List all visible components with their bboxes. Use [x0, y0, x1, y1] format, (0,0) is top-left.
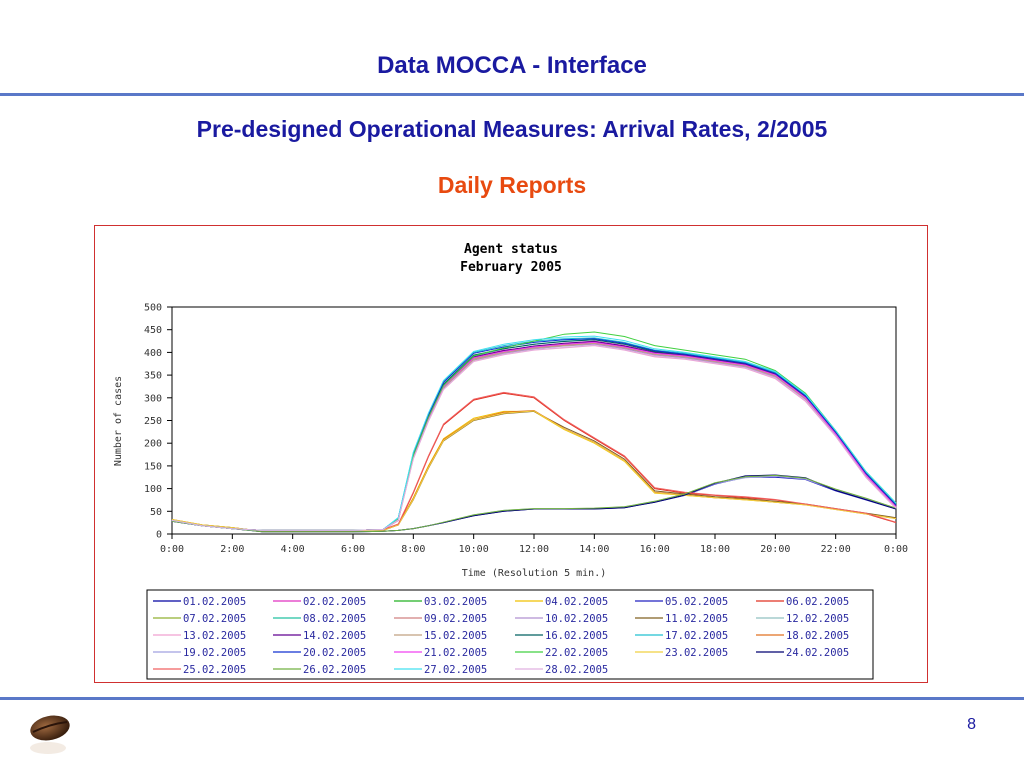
series-line-26.02.2005 [171, 474, 897, 533]
y-tick-label: 50 [150, 507, 162, 518]
legend-label: 26.02.2005 [303, 664, 366, 676]
series-line-22.02.2005 [171, 331, 897, 531]
legend-label: 12.02.2005 [786, 613, 849, 625]
series-line-19.02.2005 [171, 475, 897, 533]
x-tick-label: 0:00 [884, 544, 908, 555]
legend [146, 589, 874, 680]
section-heading: Daily Reports [437, 172, 587, 198]
series-line-25.02.2005 [171, 391, 897, 531]
x-tick-label: 16:00 [640, 544, 670, 555]
legend-label: 14.02.2005 [303, 630, 366, 642]
legend-label: 01.02.2005 [183, 596, 246, 608]
legend-label: 24.02.2005 [786, 647, 849, 659]
legend-label: 18.02.2005 [786, 630, 849, 642]
legend-label: 17.02.2005 [665, 630, 728, 642]
legend-label: 08.02.2005 [303, 613, 366, 625]
series-line-06.02.2005 [171, 392, 897, 531]
agent-status-chart: Agent status February 2005 0 50 100 150 200 2… [113, 242, 908, 680]
x-tick-label: 8:00 [401, 544, 425, 555]
series-line-12.02.2005 [171, 475, 897, 533]
slide-subtitle: Pre-designed Operational Measures: Arriv… [196, 116, 828, 142]
series-lines [171, 331, 897, 533]
chart-frame: Agent status February 2005 0 50 100 150 200 2… [94, 225, 928, 683]
x-tick-label: 12:00 [519, 544, 549, 555]
x-tick-label: 18:00 [700, 544, 730, 555]
series-line-11.02.2005 [171, 410, 897, 532]
x-tick-label: 10:00 [459, 544, 489, 555]
legend-label: 11.02.2005 [665, 613, 728, 625]
series-line-23.02.2005 [171, 410, 897, 532]
legend-label: 28.02.2005 [545, 664, 608, 676]
legend-label: 27.02.2005 [424, 664, 487, 676]
legend-label: 15.02.2005 [424, 630, 487, 642]
legend-label: 23.02.2005 [665, 647, 728, 659]
series-line-28.02.2005 [171, 344, 897, 531]
x-axis-label: Time (Resolution 5 min.) [462, 568, 607, 579]
x-tick-label: 4:00 [281, 544, 305, 555]
y-tick-label: 200 [144, 439, 162, 450]
legend-label: 07.02.2005 [183, 613, 246, 625]
legend-label: 02.02.2005 [303, 596, 366, 608]
x-tick-label: 2:00 [220, 544, 244, 555]
legend-label: 04.02.2005 [545, 596, 608, 608]
legend-label: 06.02.2005 [786, 596, 849, 608]
y-axis: 0 50 100 150 200 250 300 350 400 450 500 [144, 303, 172, 541]
x-tick-label: 22:00 [821, 544, 851, 555]
x-tick-label: 14:00 [579, 544, 609, 555]
legend-label: 16.02.2005 [545, 630, 608, 642]
y-tick-label: 450 [144, 325, 162, 336]
legend-entries: 01.02.2005 02.02.2005 03.02.2005 04.02.2005… [153, 596, 849, 676]
x-tick-label: 0:00 [160, 544, 184, 555]
y-tick-label: 100 [144, 484, 162, 495]
coffee-bean-icon [30, 715, 70, 754]
legend-label: 05.02.2005 [665, 596, 728, 608]
legend-label: 13.02.2005 [183, 630, 246, 642]
legend-label: 03.02.2005 [424, 596, 487, 608]
x-tick-label: 20:00 [760, 544, 790, 555]
series-line-05.02.2005 [171, 476, 897, 533]
chart-subtitle: February 2005 [460, 260, 562, 275]
x-tick-label: 6:00 [341, 544, 365, 555]
slide-title: Data MOCCA - Interface [377, 52, 647, 79]
y-tick-label: 400 [144, 348, 162, 359]
legend-label: 10.02.2005 [545, 613, 608, 625]
y-tick-label: 250 [144, 416, 162, 427]
footer-divider [0, 697, 1024, 700]
y-tick-label: 500 [144, 303, 162, 314]
legend-label: 19.02.2005 [183, 647, 246, 659]
page-number: 8 [967, 716, 976, 733]
title-divider [0, 93, 1024, 96]
y-tick-label: 0 [156, 530, 162, 541]
legend-label: 22.02.2005 [545, 647, 608, 659]
legend-label: 25.02.2005 [183, 664, 246, 676]
x-axis: 0:00 2:00 4:00 6:00 8:00 10:00 12:00 14:00 16:00… [160, 534, 908, 555]
series-line-04.02.2005 [171, 410, 897, 532]
y-axis-label: Number of cases [113, 376, 124, 466]
y-tick-label: 300 [144, 393, 162, 404]
chart-title: Agent status [464, 242, 558, 257]
legend-label: 09.02.2005 [424, 613, 487, 625]
series-line-18.02.2005 [171, 409, 897, 532]
legend-label: 20.02.2005 [303, 647, 366, 659]
y-tick-label: 350 [144, 371, 162, 382]
legend-label: 21.02.2005 [424, 647, 487, 659]
y-tick-label: 150 [144, 461, 162, 472]
